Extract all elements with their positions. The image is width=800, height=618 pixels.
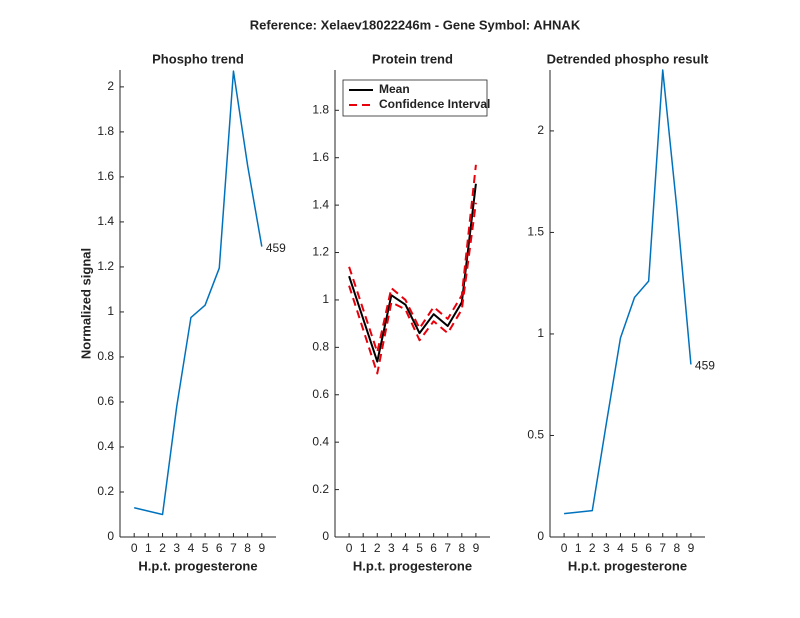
y-tick-label: 0	[322, 529, 329, 543]
y-tick-label: 0.2	[312, 482, 329, 496]
y-tick-label: 0.4	[312, 434, 329, 448]
y-tick-label: 1	[322, 292, 329, 306]
x-tick-label: 4	[617, 541, 624, 555]
y-tick-label: 1.8	[312, 102, 329, 116]
y-tick-label: 2	[107, 79, 114, 93]
y-tick-label: 1.2	[312, 245, 329, 259]
x-tick-label: 3	[388, 541, 395, 555]
y-tick-label: 0.6	[312, 387, 329, 401]
y-tick-label: 2	[537, 123, 544, 137]
y-tick-label: 1.4	[97, 214, 114, 228]
x-tick-label: 3	[173, 541, 180, 555]
x-tick-label: 8	[458, 541, 465, 555]
data-line	[134, 70, 263, 516]
annotation: 459	[266, 241, 286, 255]
x-tick-label: 2	[159, 541, 166, 555]
y-tick-label: 1.8	[97, 124, 114, 138]
y-tick-label: 1.6	[312, 150, 329, 164]
x-tick-label: 0	[561, 541, 568, 555]
x-tick-label: 2	[374, 541, 381, 555]
x-axis-label: H.p.t. progesterone	[568, 558, 687, 573]
x-axis-label: H.p.t. progesterone	[138, 558, 257, 573]
y-tick-label: 1	[537, 326, 544, 340]
y-tick-label: 1.2	[97, 259, 114, 273]
x-tick-label: 6	[430, 541, 437, 555]
x-tick-label: 9	[473, 541, 480, 555]
ci-upper-line	[348, 164, 477, 354]
annotation: 459	[695, 359, 715, 373]
y-tick-label: 1.6	[97, 169, 114, 183]
panel-title: Phospho trend	[152, 51, 244, 66]
y-tick-label: 0	[537, 529, 544, 543]
y-axis-label: Normalized signal	[78, 248, 93, 359]
y-tick-label: 0.2	[97, 484, 114, 498]
x-tick-label: 7	[230, 541, 237, 555]
y-tick-label: 1.4	[312, 197, 329, 211]
y-tick-label: 0.8	[97, 349, 114, 363]
x-tick-label: 1	[145, 541, 152, 555]
data-line	[564, 69, 692, 515]
y-tick-label: 0.4	[97, 439, 114, 453]
mean-line	[348, 183, 477, 363]
y-tick-label: 0.6	[97, 394, 114, 408]
legend-label: Mean	[379, 82, 410, 96]
panel-title: Detrended phospho result	[547, 51, 709, 66]
x-axis-label: H.p.t. progesterone	[353, 558, 472, 573]
y-tick-label: 1.5	[527, 225, 544, 239]
x-tick-label: 7	[659, 541, 666, 555]
x-tick-label: 8	[673, 541, 680, 555]
x-tick-label: 6	[216, 541, 223, 555]
ci-lower-line	[348, 202, 477, 375]
x-tick-label: 8	[244, 541, 251, 555]
legend-box	[342, 79, 488, 117]
y-tick-label: 0	[107, 529, 114, 543]
x-tick-label: 4	[402, 541, 409, 555]
x-tick-label: 5	[416, 541, 423, 555]
y-tick-label: 0.8	[312, 340, 329, 354]
x-tick-label: 2	[589, 541, 596, 555]
x-tick-label: 0	[131, 541, 138, 555]
x-tick-label: 9	[688, 541, 695, 555]
x-tick-label: 0	[346, 541, 353, 555]
y-tick-label: 0.5	[527, 428, 544, 442]
x-tick-label: 4	[188, 541, 195, 555]
x-tick-label: 1	[360, 541, 367, 555]
x-tick-label: 5	[631, 541, 638, 555]
figure-title: Reference: Xelaev18022246m - Gene Symbol…	[250, 17, 581, 32]
legend-label: Confidence Interval	[379, 97, 490, 111]
x-tick-label: 6	[645, 541, 652, 555]
x-tick-label: 1	[575, 541, 582, 555]
x-tick-label: 3	[603, 541, 610, 555]
y-tick-label: 1	[107, 304, 114, 318]
x-tick-label: 7	[444, 541, 451, 555]
x-tick-label: 5	[202, 541, 209, 555]
panel-title: Protein trend	[372, 51, 453, 66]
x-tick-label: 9	[258, 541, 265, 555]
